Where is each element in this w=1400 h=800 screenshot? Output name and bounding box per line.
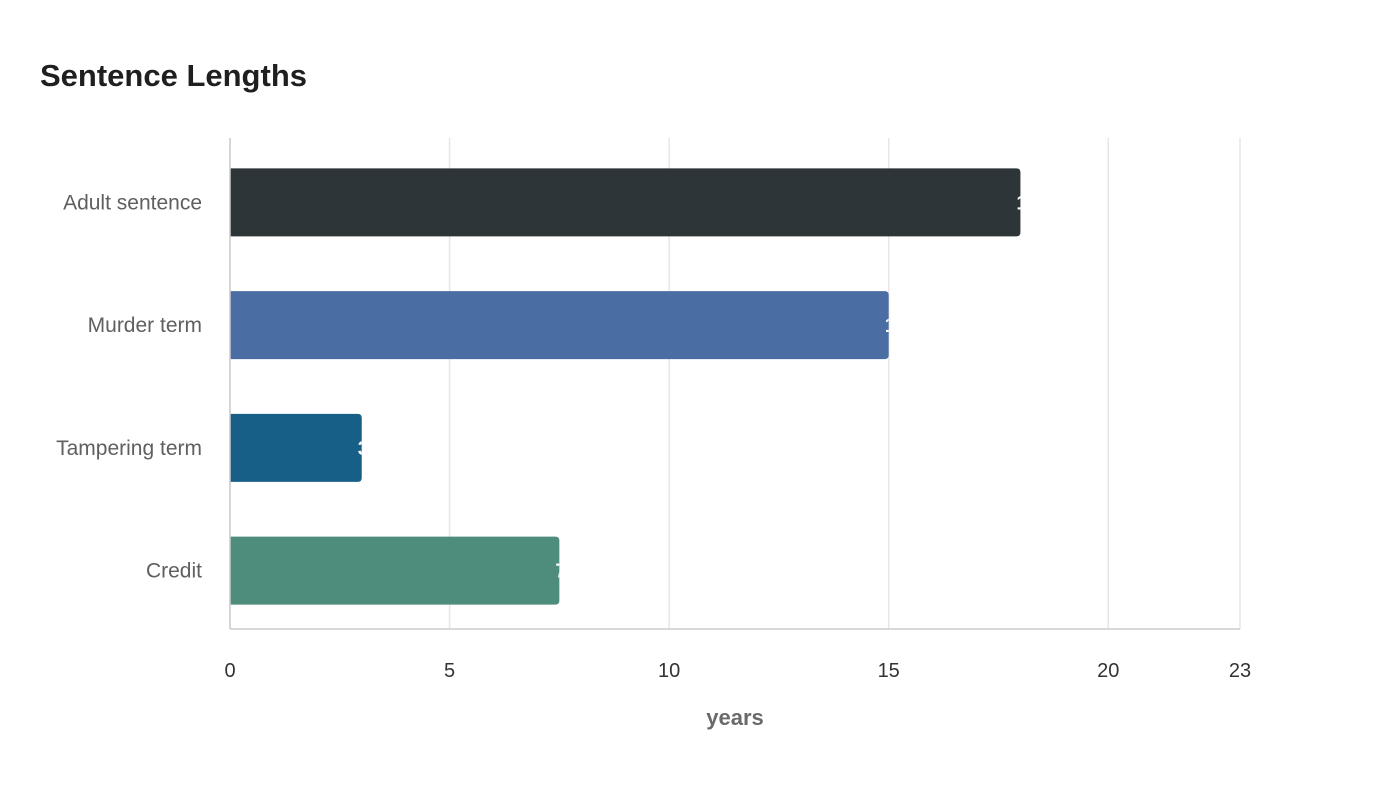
x-axis-title: years (706, 705, 764, 730)
chart-title: Sentence Lengths (40, 58, 307, 93)
x-tick-label: 0 (224, 660, 235, 682)
bar (230, 413, 362, 482)
data-label: 15 (885, 315, 907, 337)
data-label: 18 (1016, 192, 1038, 214)
axes (229, 138, 1240, 630)
x-tick-label: 10 (658, 660, 680, 682)
bar (230, 536, 560, 605)
bars (230, 168, 1021, 605)
labels: 0 5 10 15 20 23 Adult sentence 18 Murder term 15 T… (56, 191, 1251, 682)
data-label: 3 (358, 438, 369, 460)
data-label: 7.5 (555, 561, 583, 583)
y-category-label: Murder term (88, 314, 202, 337)
bar (230, 291, 889, 360)
x-tick-label: 23 (1229, 660, 1251, 682)
x-tick-label: 15 (878, 660, 900, 682)
bar (230, 168, 1021, 237)
x-tick-label: 20 (1097, 660, 1119, 682)
y-category-label: Credit (146, 560, 202, 583)
y-category-label: Adult sentence (63, 191, 202, 214)
x-tick-label: 5 (444, 660, 455, 682)
y-category-label: Tampering term (56, 437, 202, 460)
